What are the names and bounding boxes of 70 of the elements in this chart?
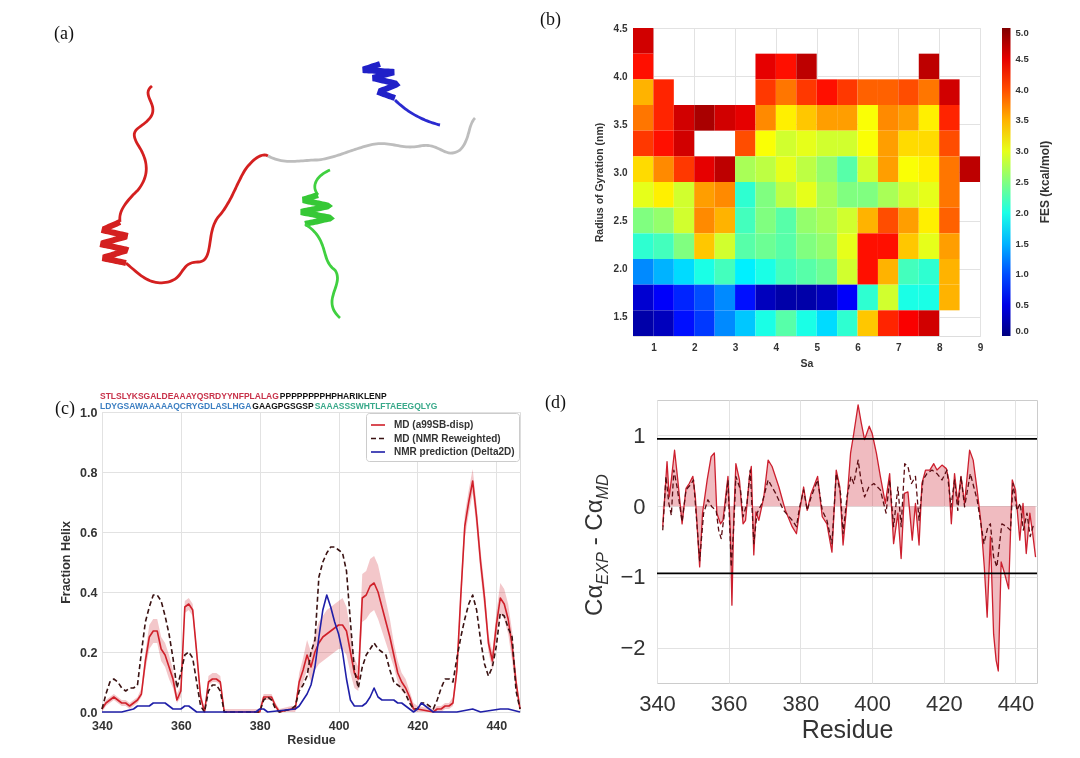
color-bar-label: 1.0 <box>1015 268 1029 280</box>
x-tick-label: 5 <box>814 341 821 353</box>
x-tick-label: 420 <box>925 690 963 716</box>
y-axis-title: Radius of Gyration (nm) <box>592 122 605 243</box>
x-tick-label: 7 <box>896 341 903 353</box>
color-bar-label: 3.5 <box>1015 114 1030 126</box>
color-bar-label: 4.0 <box>1015 83 1029 95</box>
x-axis-title: Residue <box>287 733 336 747</box>
x-tick-label: 380 <box>782 690 820 716</box>
text: PPPPPPPPHPHARIKLENP <box>279 390 387 401</box>
y-tick-label: 1.5 <box>613 311 628 323</box>
line-series <box>662 459 1035 568</box>
x-tick-label: 340 <box>92 718 113 733</box>
color-bar-label: 1.5 <box>1015 237 1030 249</box>
x-tick-label: 360 <box>710 690 748 716</box>
y-tick-label: 1 <box>633 422 646 448</box>
y-tick-label: 3.0 <box>613 166 628 178</box>
x-tick-label: 400 <box>854 690 891 716</box>
chart-title: (d) <box>545 392 566 412</box>
legend-label: NMR prediction (Delta2D) <box>394 446 515 457</box>
y-tick-label: 0.2 <box>80 645 98 660</box>
y-tick-label: 4.0 <box>613 70 628 82</box>
text: GAAGPGSGSP <box>252 401 315 411</box>
y-tick-label: 0.0 <box>80 705 98 720</box>
x-tick-label: 400 <box>328 718 350 733</box>
y-tick-label: −2 <box>620 635 646 661</box>
text: SAAASSSWHTLFTAEEGQLYG <box>314 401 438 411</box>
chart-title: (b) <box>540 9 561 29</box>
legend-label: MD (a99SB-disp) <box>394 419 474 430</box>
x-tick-label: 360 <box>170 718 192 733</box>
y-tick-label: 0.6 <box>80 525 98 540</box>
y-tick-label: 2.5 <box>613 215 628 226</box>
y-tick-label: 0 <box>633 493 646 519</box>
x-tick-label: 9 <box>977 341 984 353</box>
chart-title: (c) <box>55 398 75 418</box>
text: (a) <box>54 23 74 43</box>
y-tick-label: 2.0 <box>613 263 628 275</box>
x-tick-label: 440 <box>997 690 1035 716</box>
x-axis-title: Sa <box>800 356 814 369</box>
y-axis-title: Fraction Helix <box>59 521 74 604</box>
color-bar-label: 3.0 <box>1015 145 1029 157</box>
line-series <box>101 594 521 713</box>
color-bar-label: 2.5 <box>1015 176 1030 187</box>
y-tick-label: 3.5 <box>613 118 628 130</box>
text: LDYGSAWAAAAAQCRYGDLASLHGA <box>100 401 252 411</box>
x-tick-label: 8 <box>936 341 943 353</box>
line-series <box>101 546 521 713</box>
y-tick-label: 4.5 <box>613 22 628 34</box>
text: STLSLYKSGALDEAAAYQSRDYYNFPLALAG <box>100 390 280 401</box>
legend-label: MD (NMR Reweighted) <box>394 432 501 444</box>
x-tick-label: 3 <box>732 341 739 353</box>
x-tick-label: 440 <box>486 718 508 733</box>
color-bar-label: 4.5 <box>1015 52 1030 64</box>
y-tick-label: −1 <box>620 564 646 590</box>
x-tick-label: 380 <box>249 718 271 733</box>
color-bar-label: 2.0 <box>1015 206 1029 218</box>
color-bar-title: FES (kcal/mol) <box>1038 140 1052 224</box>
y-tick-label: 1.0 <box>80 405 98 420</box>
color-bar-label: 5.0 <box>1015 27 1029 38</box>
color-bar-label: 0.0 <box>1015 325 1029 336</box>
y-tick-label: 0.8 <box>80 465 98 480</box>
y-tick-label: 0.4 <box>80 585 98 600</box>
x-axis-title: Residue <box>801 714 894 743</box>
x-tick-label: 4 <box>773 341 780 353</box>
x-tick-label: 6 <box>855 341 862 353</box>
x-tick-label: 340 <box>639 690 676 716</box>
x-tick-label: 420 <box>407 718 429 733</box>
x-tick-label: 2 <box>691 341 698 353</box>
color-bar-label: 0.5 <box>1015 299 1030 311</box>
x-tick-label: 1 <box>651 341 658 353</box>
